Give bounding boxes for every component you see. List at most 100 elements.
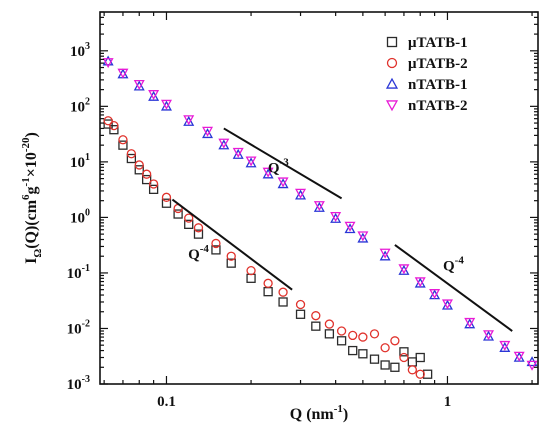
data-point	[246, 273, 256, 283]
data-point	[398, 264, 410, 275]
data-point	[133, 79, 145, 90]
data-point	[358, 349, 368, 359]
data-point	[348, 330, 358, 341]
data-point	[161, 192, 172, 202]
data-point	[464, 317, 476, 328]
data-point	[344, 223, 356, 234]
legend-label: nTATB-2	[408, 98, 467, 114]
y-axis-label: IΩ(Q)(cm6g-1×10-20)	[20, 132, 44, 264]
y-tick-label: 102	[70, 96, 90, 115]
data-point	[134, 160, 144, 170]
y-tick-label: 10-3	[67, 374, 90, 393]
data-point	[148, 179, 159, 189]
data-point	[415, 369, 425, 379]
data-point	[414, 277, 426, 288]
data-point	[211, 245, 221, 255]
data-point	[407, 365, 418, 375]
data-point	[232, 148, 244, 159]
data-point	[483, 330, 495, 341]
series-0	[103, 119, 433, 379]
slope-guide-line	[394, 244, 513, 332]
data-point	[336, 326, 347, 336]
data-point	[358, 332, 368, 342]
slope-guide-line	[171, 198, 293, 291]
data-point	[103, 119, 113, 129]
data-point	[245, 156, 257, 167]
data-point	[390, 336, 400, 346]
data-point	[246, 265, 256, 276]
y-tick-label: 103	[70, 41, 90, 60]
data-point	[183, 115, 195, 126]
axes-layer: 0.1 1 10-3 10-2 10-1 100 101 102 103 Q (nm-1) IΩ(Q…	[20, 11, 539, 423]
data-point	[102, 58, 114, 69]
y-tick-label: 101	[70, 152, 90, 171]
data-point	[330, 211, 342, 222]
data-point	[218, 138, 230, 149]
data-point	[148, 90, 160, 101]
data-point	[103, 116, 113, 126]
data-point	[399, 352, 409, 363]
legend: μTATB-1 μTATB-2 nTATB-1 nTATB-2	[385, 35, 468, 114]
data-point	[160, 99, 172, 110]
data-point	[184, 219, 194, 229]
data-point	[357, 232, 369, 243]
data-point	[369, 354, 380, 364]
data-point	[380, 360, 390, 370]
data-point	[148, 184, 159, 195]
marks-layer	[102, 55, 538, 379]
data-point	[499, 341, 511, 352]
y-tick-label: 10-2	[67, 318, 90, 337]
data-point	[311, 311, 321, 321]
data-point	[109, 125, 119, 135]
data-point	[369, 329, 380, 339]
data-point	[526, 360, 538, 371]
data-point	[513, 351, 525, 362]
data-point	[226, 258, 236, 268]
data-point	[211, 238, 221, 249]
data-point	[126, 153, 137, 164]
data-point	[183, 115, 195, 126]
data-point	[117, 68, 129, 79]
data-point	[173, 209, 183, 219]
legend-marker	[386, 57, 398, 69]
data-point	[295, 309, 306, 319]
legend-label: μTATB-1	[408, 35, 468, 51]
slope-label: Q-3	[268, 156, 289, 176]
data-point	[193, 223, 204, 233]
data-point	[379, 248, 391, 259]
data-point	[390, 362, 400, 372]
data-point	[336, 336, 347, 346]
data-point	[202, 126, 214, 137]
y-tick-label: 10-1	[67, 263, 90, 282]
data-point	[277, 177, 289, 188]
series-3	[102, 58, 538, 371]
legend-marker	[386, 36, 398, 48]
data-point	[295, 299, 306, 310]
data-point	[118, 140, 128, 150]
data-point	[262, 168, 274, 179]
x-tick-label: 0.1	[157, 394, 176, 410]
data-point	[313, 201, 325, 212]
data-point	[278, 287, 288, 297]
data-point	[161, 198, 172, 208]
data-point	[313, 201, 325, 212]
data-point	[379, 250, 391, 261]
legend-marker	[385, 77, 399, 89]
guide-layer: Q-3 Q-4 Q-4	[171, 127, 513, 332]
data-point	[295, 188, 307, 199]
data-point	[193, 229, 204, 239]
data-point	[126, 149, 137, 159]
data-point	[141, 174, 152, 185]
data-point	[218, 139, 230, 150]
data-point	[134, 165, 144, 175]
data-point	[348, 345, 358, 356]
data-point	[226, 251, 236, 261]
data-point	[499, 340, 511, 351]
data-point	[160, 100, 172, 111]
data-point	[184, 213, 194, 223]
data-point	[407, 357, 418, 367]
data-point	[324, 329, 335, 339]
series-1	[103, 116, 425, 379]
data-point	[380, 343, 390, 353]
data-point	[141, 169, 152, 179]
